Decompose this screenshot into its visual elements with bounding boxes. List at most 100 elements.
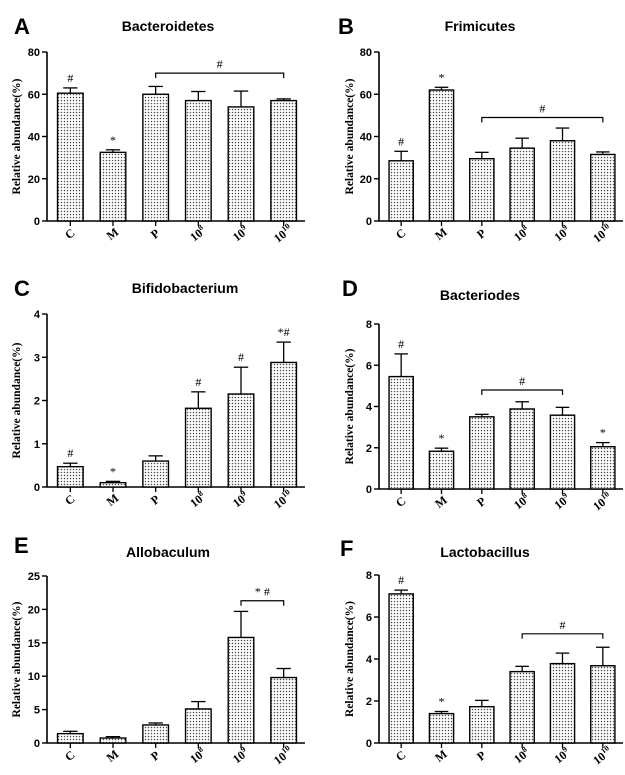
y-axis-label: Relative abundance(%) (344, 601, 356, 717)
y-tick-label: 2 (366, 696, 372, 708)
significance-mark: # (398, 337, 404, 351)
x-tick-label: 109 (229, 489, 251, 511)
x-tick-label: P (474, 748, 488, 764)
bar (142, 460, 170, 488)
bar (509, 408, 535, 490)
y-axis-label: Relative abundance(%) (11, 342, 23, 458)
y-tick-label: 80 (28, 47, 40, 59)
x-tick-label: 1010 (270, 487, 295, 511)
significance-mark: # (67, 446, 73, 460)
panel-title: Bacteriodes (440, 287, 520, 303)
y-axis-label: Relative abundance(%) (11, 78, 23, 194)
bar (388, 375, 414, 490)
y-tick-label: 20 (28, 174, 40, 186)
x-tick-label: 108 (510, 223, 532, 245)
y-tick-label: 20 (28, 604, 40, 616)
bar (270, 361, 298, 488)
bar (99, 737, 127, 744)
bar (428, 89, 455, 222)
x-tick-label: 108 (510, 491, 532, 513)
panel-title: Allobaculum (126, 544, 210, 560)
y-tick-label: 8 (366, 319, 372, 331)
x-tick-label: C (62, 748, 77, 764)
x-tick-label: 1010 (590, 489, 615, 513)
bar (469, 157, 495, 222)
significance-mark: * (600, 426, 606, 440)
y-tick-label: 8 (366, 570, 372, 582)
significance-mark: # (67, 71, 73, 85)
bar (56, 465, 84, 488)
x-tick-label: 1010 (270, 743, 295, 767)
chart-panel-d: D Bacteriodes Relative abundance(%) 0 2 4 6 8 C #… (342, 276, 623, 514)
x-tick-label: P (148, 492, 162, 508)
y-tick-label: 60 (28, 89, 40, 101)
x-tick-label: 108 (187, 489, 209, 511)
y-tick-label: 0 (34, 482, 40, 494)
bar (227, 393, 255, 488)
x-tick-label: 1010 (590, 221, 615, 245)
bar (227, 636, 255, 744)
bar (184, 407, 212, 488)
significance-mark: * (439, 431, 445, 445)
significance-bracket-label: # (519, 374, 525, 388)
y-tick-label: 80 (360, 47, 372, 59)
x-tick-label: 108 (187, 745, 209, 767)
significance-bracket-label: * # (255, 585, 270, 599)
y-tick-label: 4 (366, 654, 373, 666)
chart-panel-a: A Bacteroidetes Relative abundance(%) 0 20 40… (11, 14, 305, 246)
chart-panel-c: C Bifidobacterium Relative abundance(%) 0 1 2… (11, 276, 305, 512)
x-tick-label: M (104, 747, 122, 765)
bar (549, 662, 576, 744)
bar (388, 593, 414, 744)
significance-mark: # (398, 134, 404, 148)
significance-mark: * (439, 695, 445, 709)
x-tick-label: 109 (551, 491, 573, 513)
y-tick-label: 5 (34, 705, 40, 717)
significance-bracket (481, 116, 604, 123)
y-axis-label: Relative abundance(%) (344, 78, 356, 194)
y-tick-label: 0 (366, 216, 372, 228)
y-tick-label: 6 (366, 360, 372, 372)
y-tick-label: 3 (34, 352, 40, 364)
bar (56, 92, 84, 222)
y-tick-label: 40 (360, 132, 372, 144)
y-tick-label: 0 (34, 216, 40, 228)
x-tick-label: 109 (229, 745, 251, 767)
x-tick-label: M (432, 493, 450, 511)
chart-panel-b: B Frimicutes Relative abundance(%) 0 20 40 60 8… (338, 14, 623, 246)
panel-title: Frimicutes (445, 18, 516, 34)
bar (590, 665, 616, 744)
significance-mark: *# (278, 325, 290, 339)
x-tick-label: 108 (510, 745, 532, 767)
bar (549, 414, 576, 490)
y-tick-label: 25 (28, 571, 40, 583)
x-tick-label: C (62, 492, 77, 508)
panel-letter: A (14, 14, 30, 39)
y-axis-label: Relative abundance(%) (344, 348, 356, 464)
bar (184, 708, 212, 744)
y-tick-label: 1 (34, 439, 40, 451)
bar (590, 153, 616, 222)
chart-panel-f: F Lactobacillus Relative abundance(%) 0 2 4 6 8… (340, 536, 623, 768)
significance-mark: * (439, 70, 445, 84)
y-tick-label: 2 (366, 443, 372, 455)
panel-title: Bacteroidetes (122, 18, 215, 34)
x-tick-label: 109 (229, 223, 251, 245)
y-tick-label: 0 (34, 738, 40, 750)
panel-letter: B (338, 14, 354, 39)
x-tick-label: 108 (187, 223, 209, 245)
significance-bracket-label: # (217, 57, 223, 71)
bar (469, 705, 495, 744)
y-tick-label: 6 (366, 612, 372, 624)
x-tick-label: 109 (551, 223, 573, 245)
significance-bracket (481, 389, 564, 395)
bar (142, 724, 170, 744)
significance-mark: # (398, 573, 404, 587)
panel-letter: F (340, 536, 353, 561)
bar (270, 99, 298, 222)
y-tick-label: 4 (366, 402, 373, 414)
x-tick-label: C (393, 748, 408, 764)
significance-mark: # (238, 350, 244, 364)
bar (227, 106, 255, 222)
significance-bracket-label: # (539, 101, 545, 115)
